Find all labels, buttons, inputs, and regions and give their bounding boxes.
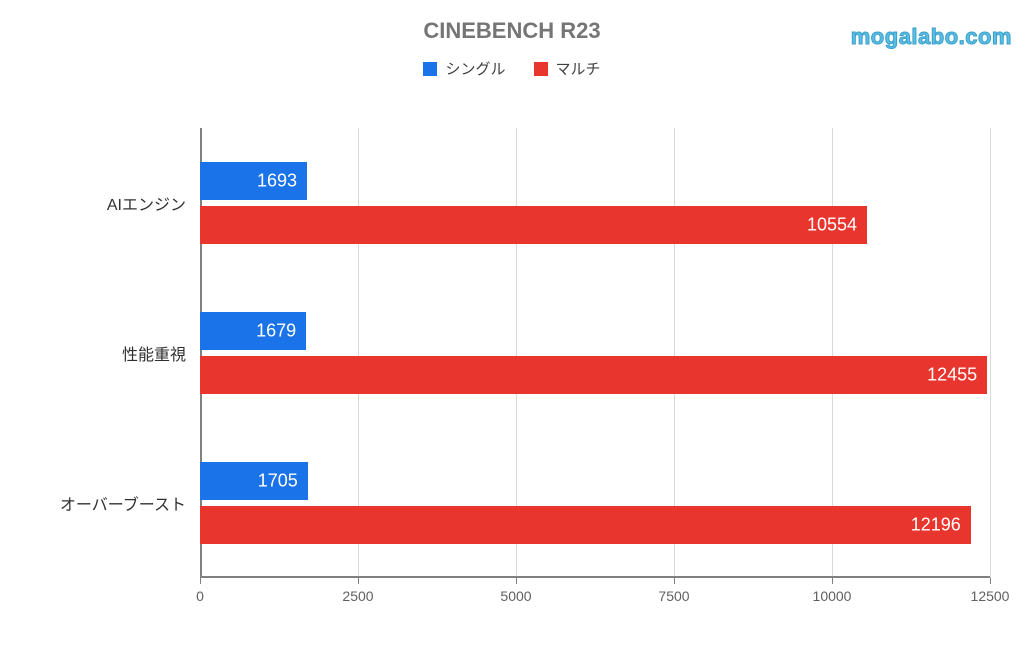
chart-legend: シングル マルチ (0, 58, 1024, 79)
bar-value-label: 1693 (257, 171, 297, 192)
grid-line (990, 128, 991, 578)
x-tick-label: 5000 (500, 588, 531, 604)
watermark-text: mogalabo.com (851, 24, 1012, 50)
x-tick-mark (674, 578, 675, 584)
legend-item-multi: マルチ (534, 58, 601, 79)
bar-シングル: 1705 (200, 462, 308, 500)
legend-item-single: シングル (423, 58, 505, 79)
bar-マルチ: 12455 (200, 356, 987, 394)
bar-value-label: 1679 (256, 321, 296, 342)
category-label: 性能重視 (122, 341, 186, 365)
category-label: AIエンジン (107, 191, 186, 215)
bar-シングル: 1693 (200, 162, 307, 200)
legend-swatch-multi (534, 62, 548, 76)
x-tick-mark (516, 578, 517, 584)
x-axis (200, 576, 990, 578)
bar-value-label: 10554 (807, 215, 857, 236)
x-tick-label: 10000 (813, 588, 852, 604)
bar-value-label: 12455 (927, 365, 977, 386)
category-label: オーバーブースト (60, 491, 186, 515)
x-tick-label: 0 (196, 588, 204, 604)
x-tick-mark (200, 578, 201, 584)
x-tick-label: 7500 (658, 588, 689, 604)
bar-value-label: 12196 (911, 515, 961, 536)
x-tick-mark (358, 578, 359, 584)
x-tick-label: 2500 (342, 588, 373, 604)
bar-マルチ: 12196 (200, 506, 971, 544)
bar-value-label: 1705 (258, 471, 298, 492)
x-tick-mark (832, 578, 833, 584)
x-tick-mark (990, 578, 991, 584)
x-tick-label: 12500 (971, 588, 1010, 604)
legend-label-single: シングル (445, 58, 505, 79)
legend-swatch-single (423, 62, 437, 76)
plot-area: 02500500075001000012500AIエンジン169310554性能… (200, 128, 990, 578)
legend-label-multi: マルチ (556, 58, 601, 79)
bar-シングル: 1679 (200, 312, 306, 350)
bar-マルチ: 10554 (200, 206, 867, 244)
